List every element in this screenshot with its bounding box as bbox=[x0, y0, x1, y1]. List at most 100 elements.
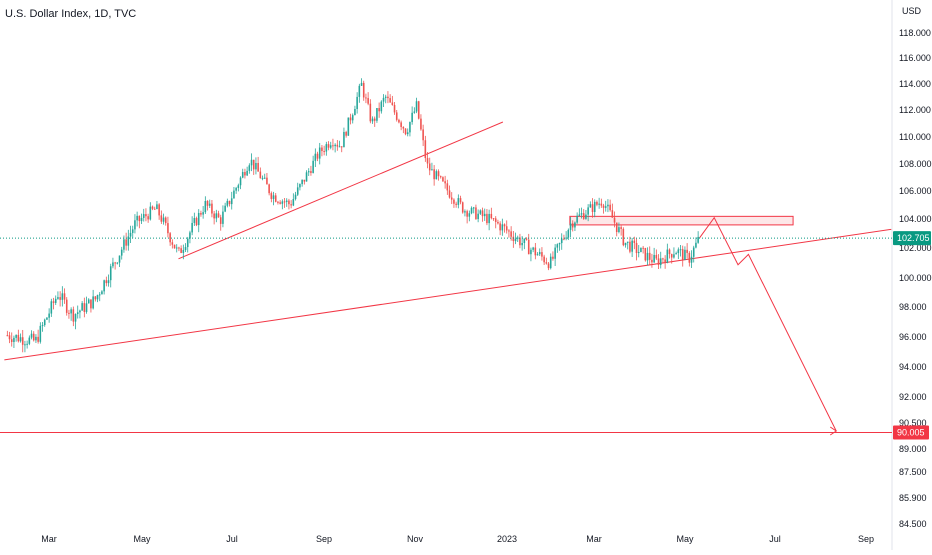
candle-body bbox=[222, 211, 224, 224]
candle-body bbox=[263, 177, 266, 179]
candle-body bbox=[402, 126, 405, 129]
candle-body bbox=[15, 334, 17, 338]
candle-body bbox=[52, 301, 55, 303]
candle-body bbox=[94, 296, 97, 300]
candle-body bbox=[431, 169, 433, 171]
candle-body bbox=[230, 198, 233, 205]
candle-body bbox=[444, 181, 446, 184]
candle-body bbox=[662, 258, 664, 260]
candle-body bbox=[697, 236, 699, 243]
horizontal-lines[interactable] bbox=[0, 237, 892, 433]
y-tick-label: 96.000 bbox=[899, 332, 927, 342]
candle-body bbox=[87, 299, 90, 304]
candle-body bbox=[325, 144, 328, 152]
x-tick-label: Nov bbox=[407, 534, 424, 544]
candle-body bbox=[679, 249, 682, 251]
candle-body bbox=[191, 222, 193, 233]
candle-body bbox=[404, 128, 407, 135]
candle-body bbox=[453, 199, 455, 204]
candle-body bbox=[85, 303, 88, 312]
candle-body bbox=[151, 206, 154, 209]
candle-body bbox=[435, 171, 438, 180]
candle-body bbox=[61, 293, 64, 300]
candle-body bbox=[206, 200, 209, 206]
candle-body bbox=[178, 247, 180, 249]
candle-body bbox=[574, 222, 576, 228]
resistance-zone[interactable] bbox=[569, 215, 794, 226]
candle-body bbox=[351, 115, 354, 121]
candle-body bbox=[208, 203, 211, 206]
candle-body bbox=[74, 314, 77, 322]
y-tick-label: 106.000 bbox=[899, 186, 932, 196]
candle-body bbox=[503, 224, 506, 227]
candle-body bbox=[266, 177, 268, 185]
candle-body bbox=[356, 96, 358, 109]
trendline bbox=[178, 121, 504, 260]
candle-body bbox=[668, 249, 671, 255]
candle-body bbox=[589, 204, 592, 208]
candle-body bbox=[59, 297, 61, 300]
candle-body bbox=[213, 213, 215, 219]
candle-body bbox=[307, 171, 310, 173]
candle-body bbox=[250, 159, 253, 166]
x-axis[interactable]: Mar May Jul Sep Nov 2023 Mar May Jul Sep bbox=[41, 534, 874, 544]
projection-path[interactable] bbox=[698, 216, 838, 436]
candle-body bbox=[629, 241, 631, 252]
candle-body bbox=[406, 132, 409, 135]
candle-body bbox=[193, 218, 196, 223]
candle-body bbox=[640, 247, 642, 253]
candle-body bbox=[241, 172, 244, 178]
y-tick-label: 114.000 bbox=[899, 79, 931, 89]
candle-body bbox=[158, 204, 160, 216]
candle-body bbox=[294, 194, 297, 200]
y-tick-label: 110.000 bbox=[899, 132, 931, 142]
candle-body bbox=[642, 247, 644, 249]
candle-body bbox=[235, 187, 237, 191]
candle-body bbox=[63, 293, 66, 300]
candle-body bbox=[365, 97, 367, 99]
candle-body bbox=[202, 212, 204, 215]
candle-body bbox=[244, 172, 246, 176]
candle-body bbox=[455, 203, 457, 205]
candle-body bbox=[369, 103, 372, 122]
candle-body bbox=[261, 177, 264, 179]
candle-body bbox=[189, 232, 191, 239]
y-axis[interactable]: 118.000 116.000 114.000 112.000 110.000 108.0… bbox=[891, 0, 932, 550]
candle-body bbox=[35, 336, 37, 341]
y-tick-label: 112.000 bbox=[899, 105, 931, 115]
trendlines[interactable] bbox=[4, 121, 892, 361]
candle-body bbox=[268, 184, 270, 194]
x-tick-label: Sep bbox=[316, 534, 332, 544]
candle-body bbox=[681, 249, 684, 260]
x-tick-label: Jul bbox=[226, 534, 238, 544]
candle-body bbox=[32, 333, 35, 341]
candle-body bbox=[6, 335, 9, 337]
candle-body bbox=[301, 179, 303, 185]
candle-body bbox=[633, 240, 636, 243]
y-tick-label: 100.000 bbox=[899, 273, 932, 283]
candle-body bbox=[26, 343, 28, 345]
candle-body bbox=[39, 325, 42, 342]
candle-body bbox=[17, 334, 20, 342]
candle-body bbox=[197, 213, 200, 226]
candle-body bbox=[433, 169, 435, 180]
candle-body bbox=[378, 108, 380, 112]
candle-body bbox=[626, 241, 629, 243]
candle-body bbox=[563, 238, 565, 240]
candle-body bbox=[373, 118, 376, 121]
candle-body bbox=[486, 213, 488, 224]
candle-body bbox=[422, 129, 424, 141]
candle-body bbox=[380, 101, 383, 112]
x-tick-label: Jul bbox=[769, 534, 781, 544]
candle-body bbox=[215, 213, 218, 219]
y-tick-label: 102.000 bbox=[899, 243, 932, 253]
candle-body bbox=[613, 217, 616, 223]
candle-body bbox=[382, 97, 385, 102]
candle-body bbox=[149, 206, 152, 220]
x-tick-label: Mar bbox=[41, 534, 57, 544]
y-tick-label: 85.900 bbox=[899, 493, 927, 503]
candle-body bbox=[332, 145, 334, 147]
candle-body bbox=[127, 236, 130, 246]
